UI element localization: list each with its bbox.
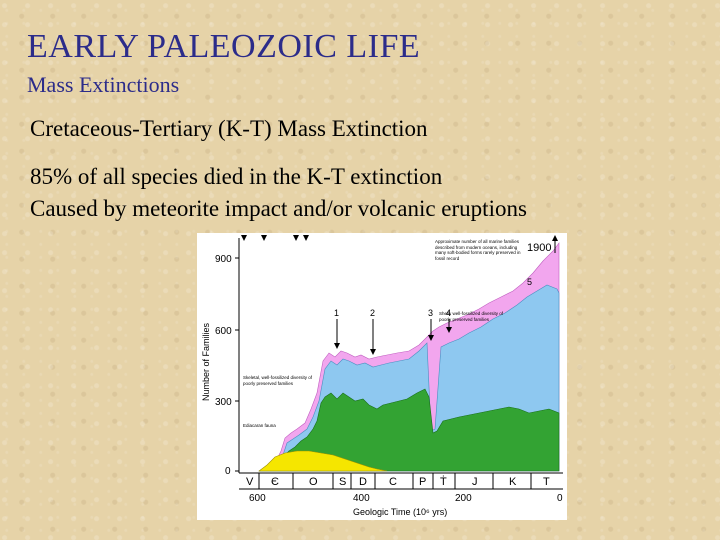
y-tick-label: 900 [215,254,232,265]
annotation-top: Approximate number of all marine familie… [435,239,521,261]
period-label: Є [271,476,279,488]
period-label: K [509,476,517,488]
marker-label: 5 [527,277,532,287]
skeletal-families-area [258,388,560,472]
marker-label: 4 [446,308,451,318]
period-strip: V Є O S D C P Ṫ J K T [239,473,563,490]
corner-arrow-head [552,235,558,241]
slide-heading: Cretaceous-Tertiary (K-T) Mass Extinctio… [30,116,428,141]
y-tick-label: 600 [215,326,232,337]
x-axis-label: Geologic Time (10⁶ yrs) [353,507,447,517]
x-tick-label: 200 [455,493,472,504]
slide-title: EARLY PALEOZOIC LIFE [27,28,421,65]
period-label: O [309,476,318,488]
y-ticks: 900 600 300 0 [215,254,239,477]
y-tick-label: 0 [225,466,231,477]
period-label: Ṫ [440,475,447,488]
extinction-diversity-figure: 900 600 300 0 Number of Families 1 2 3 [197,233,567,520]
x-tick-label: 600 [249,493,266,504]
bullet-species-died: 85% of all species died in the K-T extin… [30,164,443,189]
marker-label: 3 [428,308,433,318]
period-label: S [339,476,346,488]
y-axis-label: Number of Families [201,322,211,401]
slide-subtitle: Mass Extinctions [27,72,180,97]
annotation-skeletal: Skeletal, well-fossilized diversity of p… [243,375,312,386]
marker-label: 2 [370,308,375,318]
period-label: C [389,476,397,488]
period-label: V [246,476,254,488]
corner-label: 1900 [527,242,551,254]
bullet-cause: Caused by meteorite impact and/or volcan… [30,196,527,221]
top-arrows [241,235,309,241]
cambrian-fauna-area [258,450,388,472]
extinction-diversity-plot: 900 600 300 0 Number of Families 1 2 3 [201,235,563,517]
annotation-shelly: Shelly well-fossilized diversity of poor… [439,311,503,322]
x-ticks: 600 400 200 0 [249,493,563,504]
annotation-ediacara: Ediacaran fauna [243,423,276,428]
period-label: J [472,476,478,488]
period-label: T [543,476,550,488]
y-tick-label: 300 [215,397,232,408]
period-label: P [419,476,426,488]
x-tick-label: 0 [557,493,563,504]
period-label: D [359,476,367,488]
extinction-markers: 1 2 3 4 5 [334,277,532,355]
x-tick-label: 400 [353,493,370,504]
marker-label: 1 [334,308,339,318]
